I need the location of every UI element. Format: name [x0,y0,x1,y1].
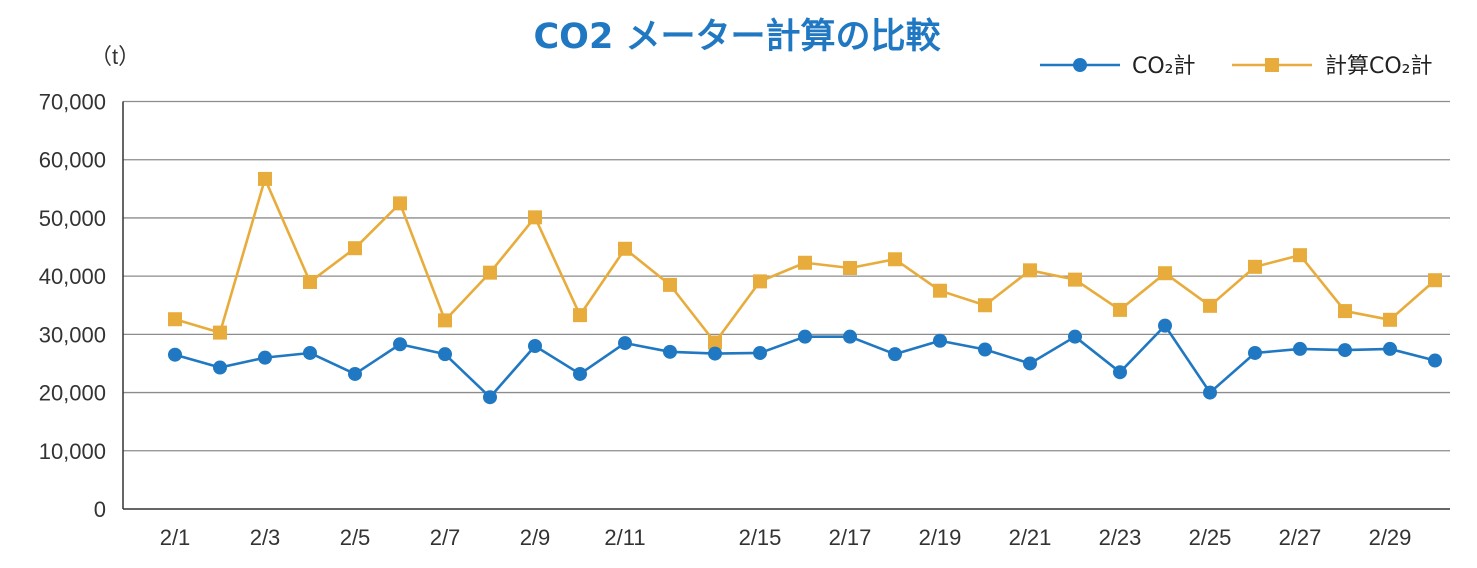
axes [122,101,1450,510]
data-point [258,350,272,365]
data-point [573,308,587,323]
data-point [1113,365,1127,380]
data-point [1293,248,1307,263]
data-point [303,345,317,360]
x-tick-label: 2/5 [340,525,371,550]
data-point [1023,263,1037,278]
x-tick-label: 2/25 [1189,525,1232,550]
data-point [393,337,407,352]
x-tick-label: 2/27 [1279,525,1322,550]
y-tick-label: 40,000 [39,264,106,289]
x-tick-labels: 2/1 2/3 2/5 2/7 2/9 2/11 2/15 2/17 2/19 2/21 2/23 2… [160,525,1412,550]
data-series [168,171,1442,405]
x-tick-label: 2/19 [919,525,962,550]
y-tick-label: 70,000 [39,90,106,115]
legend: CO₂計 計算CO₂計 [1040,54,1433,79]
y-tick-labels: 0 10,000 20,000 30,000 40,000 50,000 60,000 70,… [39,90,106,523]
data-point [483,265,497,280]
data-point [798,329,812,344]
data-point [483,390,497,405]
legend-marker [1265,58,1279,72]
x-tick-label: 2/7 [430,525,461,550]
data-point [1203,298,1217,313]
data-point [528,210,542,225]
series-co2 [168,318,1442,405]
y-tick-label: 10,000 [39,439,106,464]
data-point [438,313,452,328]
data-point [933,333,947,348]
data-point [213,360,227,375]
data-point [213,325,227,340]
data-point [1248,345,1262,360]
data-point [1338,343,1352,358]
data-point [843,329,857,344]
legend-item: 計算CO₂計 [1232,54,1433,79]
y-tick-label: 60,000 [39,148,106,173]
data-point [1383,312,1397,327]
legend-label: 計算CO₂計 [1325,54,1433,79]
data-point [168,347,182,362]
data-point [573,366,587,381]
data-point [843,260,857,275]
x-tick-label: 2/23 [1099,525,1142,550]
y-tick-label: 20,000 [39,381,106,406]
data-point [393,196,407,211]
data-point [1068,329,1082,344]
y-tick-label: 30,000 [39,322,106,347]
x-tick-label: 2/29 [1369,525,1412,550]
data-point [1383,341,1397,356]
data-point [888,252,902,267]
series-calculated-co2 [168,171,1442,350]
data-point [348,366,362,381]
data-point [753,274,767,289]
data-point [798,255,812,270]
data-point [753,345,767,360]
data-point [1248,259,1262,274]
x-tick-label: 2/17 [829,525,872,550]
data-point [1158,318,1172,333]
data-point [618,241,632,256]
data-point [618,336,632,351]
data-point [1158,266,1172,281]
data-point [933,283,947,298]
data-point [1428,273,1442,288]
data-point [258,171,272,186]
data-point [303,274,317,289]
x-tick-label: 2/21 [1009,525,1052,550]
data-point [168,312,182,327]
gridlines [123,100,1450,452]
data-point [1338,304,1352,319]
data-point [663,277,677,292]
data-point [348,241,362,256]
data-point [1023,356,1037,371]
data-point [663,344,677,359]
data-point [978,298,992,313]
data-point [1113,302,1127,317]
x-tick-label: 2/1 [160,525,191,550]
legend-marker [1073,58,1087,72]
data-point [1068,272,1082,287]
legend-label: CO₂計 [1132,54,1196,79]
y-tick-label: 0 [94,497,106,522]
y-tick-label: 50,000 [39,206,106,231]
data-point [1203,385,1217,400]
x-tick-label: 2/3 [250,525,281,550]
x-tick-label: 2/9 [520,525,551,550]
y-axis-unit-label: （t） [90,44,140,69]
chart-title: CO2 メーター計算の比較 [534,17,942,57]
data-point [438,347,452,362]
legend-item: CO₂計 [1040,54,1196,79]
data-point [888,347,902,362]
data-point [528,339,542,353]
data-point [708,335,722,350]
data-point [708,346,722,361]
data-point [978,342,992,357]
x-tick-label: 2/11 [604,525,645,550]
data-point [1428,353,1442,368]
x-tick-label: 2/15 [739,525,782,550]
data-point [1293,341,1307,356]
